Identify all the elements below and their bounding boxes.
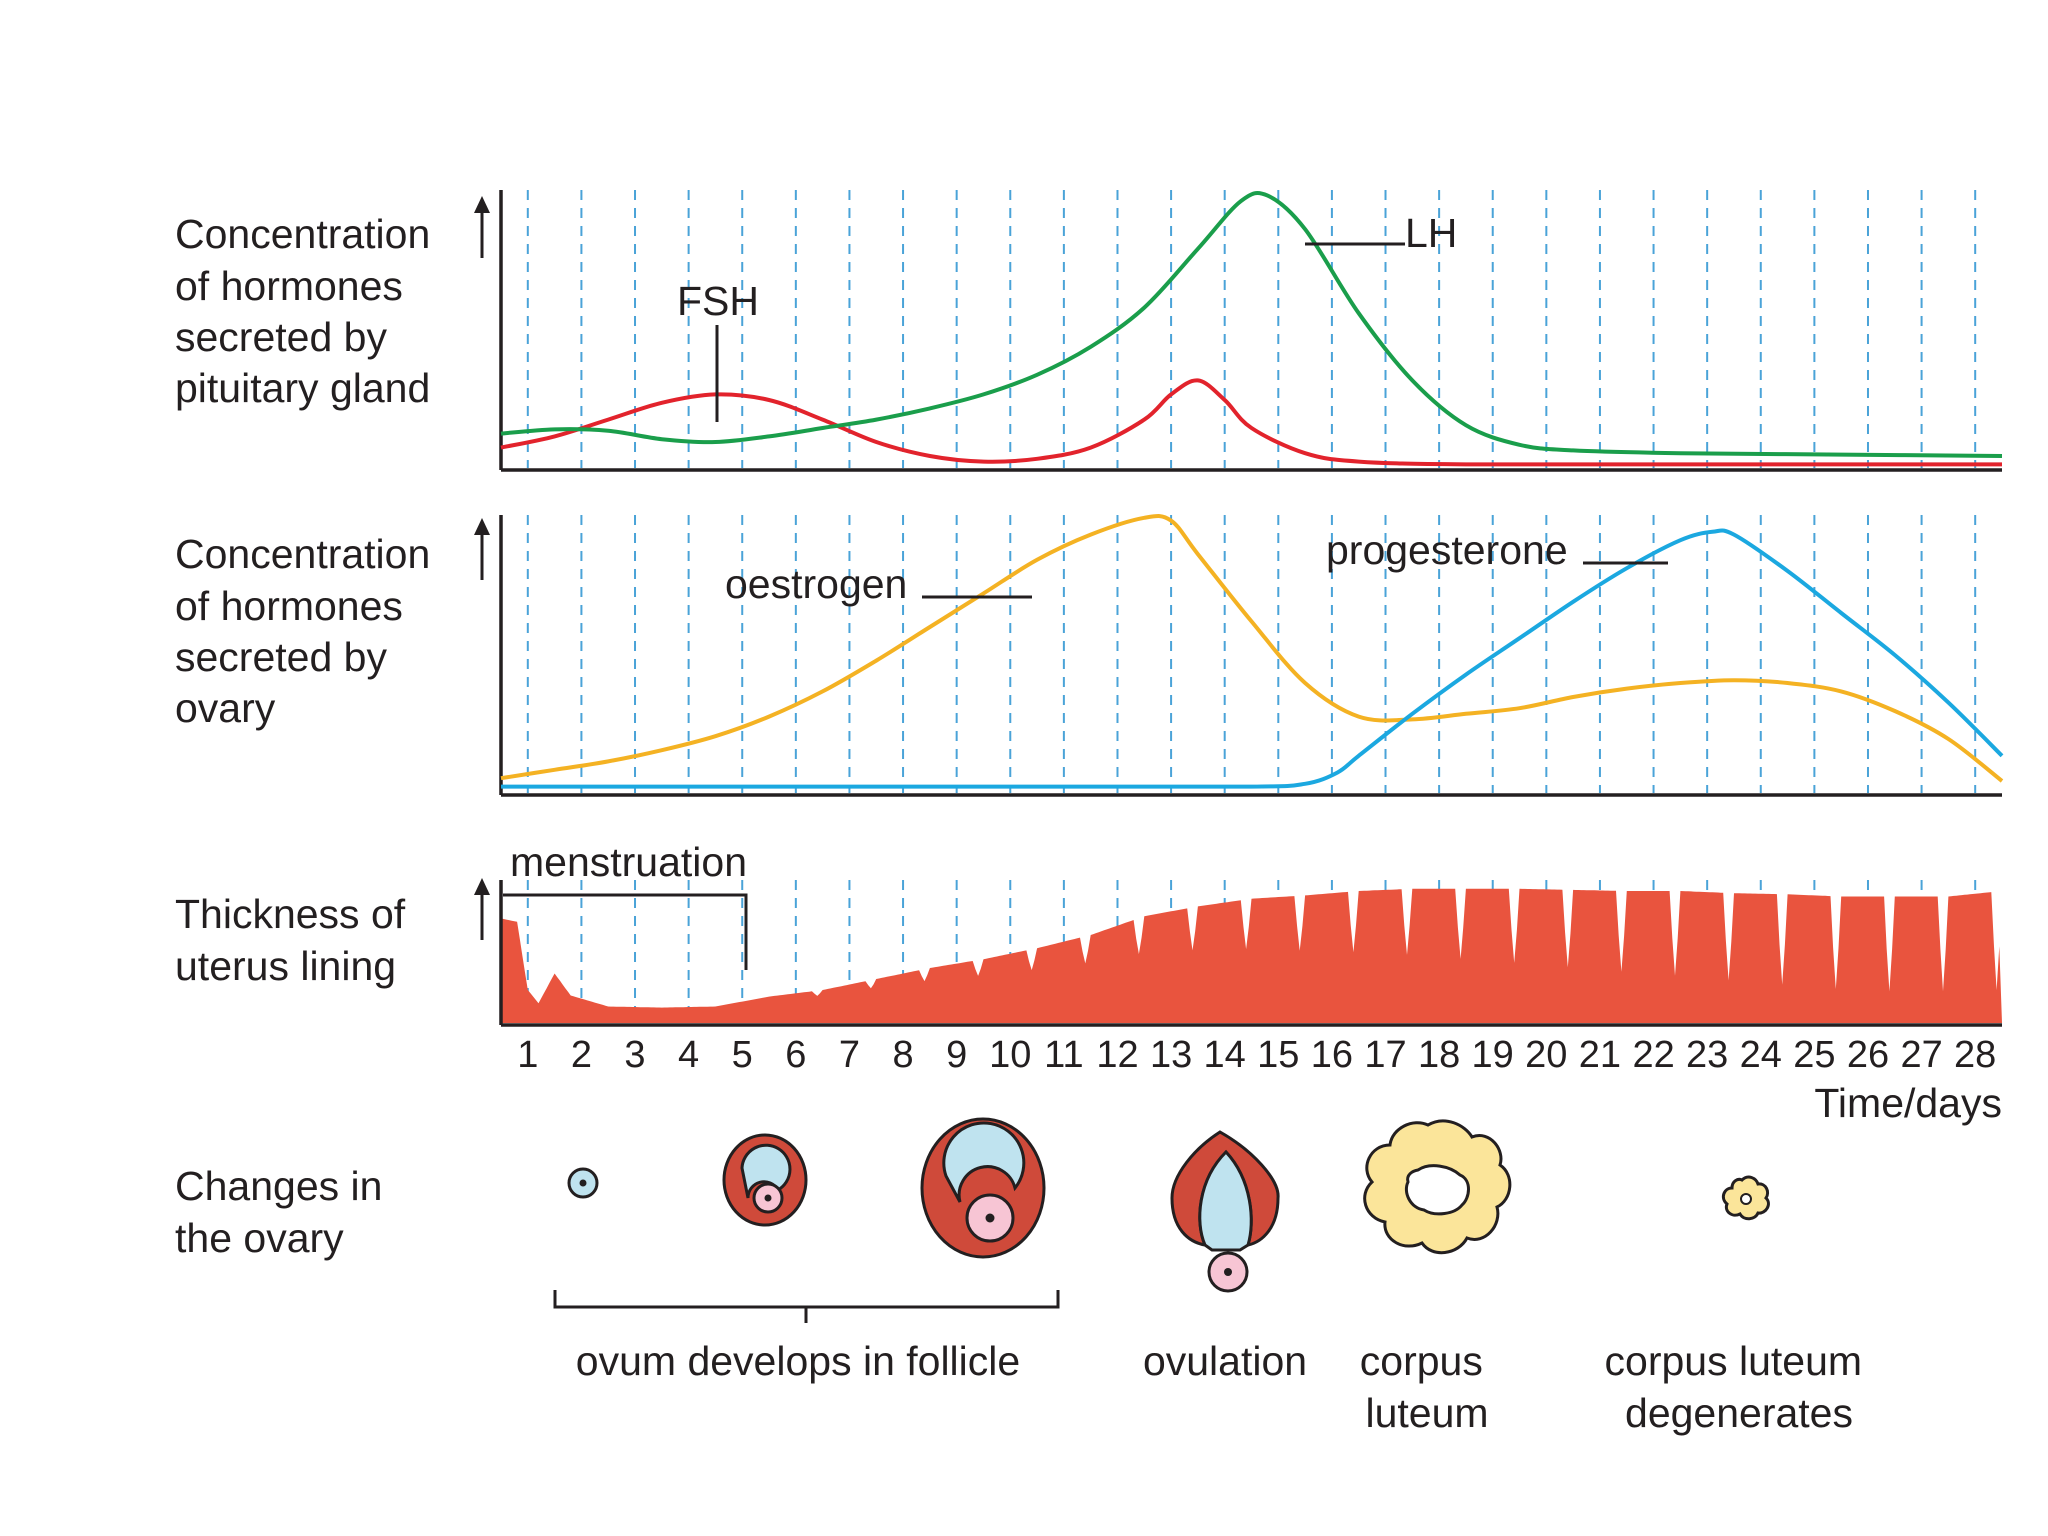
ovary-hormone-label-line: secreted by xyxy=(175,634,387,680)
day-tick-label: 22 xyxy=(1632,1034,1674,1076)
uterus-panel: Thickness of uterus lining menstruation xyxy=(175,839,2002,1027)
day-tick-label: 10 xyxy=(989,1034,1031,1076)
ovum-develops-label: ovum develops in follicle xyxy=(576,1338,1020,1384)
up-arrow-icon xyxy=(474,878,490,940)
day-tick-label: 1 xyxy=(517,1034,538,1076)
ovary-hormone-label-line: ovary xyxy=(175,685,276,731)
corpus-luteum-icon xyxy=(1363,1119,1512,1254)
day-tick-label: 21 xyxy=(1579,1034,1621,1076)
degenerates-label-line: corpus luteum xyxy=(1605,1338,1863,1384)
degenerates-label-line: degenerates xyxy=(1625,1390,1853,1436)
day-tick-label: 2 xyxy=(571,1034,592,1076)
day-tick-label: 7 xyxy=(839,1034,860,1076)
corpus-luteum-label: corpus luteum xyxy=(1360,1338,1494,1436)
ovary-changes-label: Changes in the ovary xyxy=(175,1163,394,1261)
menstruation-bracket xyxy=(503,893,748,970)
day-tick-label: 4 xyxy=(678,1034,699,1076)
uterus-axes xyxy=(499,880,2002,1027)
follicle-development-bracket xyxy=(553,1290,1060,1309)
ovary-hormone-axes xyxy=(499,515,2002,797)
day-tick-label: 19 xyxy=(1472,1034,1514,1076)
uterus-lining-fill xyxy=(501,888,2002,1023)
degenerates-label: corpus luteum degenerates xyxy=(1605,1338,1874,1436)
day-tick-label: 25 xyxy=(1793,1034,1835,1076)
ovary-hormone-label-line: of hormones xyxy=(175,583,403,629)
pituitary-label-line: secreted by xyxy=(175,314,387,360)
uterus-label: Thickness of uterus lining xyxy=(175,891,417,989)
day-tick-label: 13 xyxy=(1150,1034,1192,1076)
up-arrow-icon xyxy=(474,196,490,258)
progesterone-label: progesterone xyxy=(1326,527,1568,573)
ovary-changes-label-line: the ovary xyxy=(175,1215,344,1261)
day-tick-label: 6 xyxy=(785,1034,806,1076)
ovary-hormone-panel: Concentration of hormones secreted by ov… xyxy=(175,514,2004,797)
lh-label: LH xyxy=(1405,210,1457,256)
day-tick-label: 8 xyxy=(893,1034,914,1076)
progesterone-curve xyxy=(501,528,2004,789)
day-tick-label: 12 xyxy=(1096,1034,1138,1076)
pituitary-panel: Concentration of hormones secreted by pi… xyxy=(175,190,2003,472)
day-tick-label: 20 xyxy=(1525,1034,1567,1076)
up-arrow-icon xyxy=(474,518,490,580)
pituitary-axes xyxy=(499,190,2002,472)
ovary-hormone-label-line: Concentration xyxy=(175,531,430,577)
corpus-luteum-label-line: corpus xyxy=(1360,1338,1483,1384)
day-tick-label: 14 xyxy=(1204,1034,1246,1076)
day-tick-label: 18 xyxy=(1418,1034,1460,1076)
mature-follicle-icon xyxy=(920,1117,1046,1259)
day-tick-label: 24 xyxy=(1740,1034,1782,1076)
ovary-hormone-label: Concentration of hormones secreted by ov… xyxy=(175,531,442,731)
fsh-curve xyxy=(500,378,2003,467)
uterus-label-line: Thickness of xyxy=(175,891,406,937)
fsh-label: FSH xyxy=(677,278,759,324)
day-tick-label: 5 xyxy=(732,1034,753,1076)
day-tick-label: 3 xyxy=(624,1034,645,1076)
ovulation-label: ovulation xyxy=(1143,1338,1307,1384)
ovary-changes-section: Changes in the ovary xyxy=(175,1117,1874,1436)
corpus-luteum-label-line: luteum xyxy=(1365,1390,1488,1436)
ruptured-follicle-icon xyxy=(1170,1130,1280,1293)
day-tick-label: 28 xyxy=(1954,1034,1996,1076)
oestrogen-label: oestrogen xyxy=(725,561,907,607)
day-tick-label: 27 xyxy=(1900,1034,1942,1076)
ovary-changes-label-line: Changes in xyxy=(175,1163,382,1209)
pituitary-label-line: Concentration xyxy=(175,211,430,257)
day-tick-label: 15 xyxy=(1257,1034,1299,1076)
pituitary-label-line: pituitary gland xyxy=(175,365,430,411)
pituitary-label-line: of hormones xyxy=(175,263,403,309)
uterus-label-line: uterus lining xyxy=(175,943,396,989)
primary-follicle-icon xyxy=(567,1167,599,1199)
day-tick-label: 11 xyxy=(1044,1034,1083,1076)
menstruation-label: menstruation xyxy=(510,839,747,885)
day-tick-labels: 1 2 3 4 5 6 7 8 9 10 11 12 13 14 15 16 17 18 19 20 21 22 23 24 2… xyxy=(517,1034,1996,1076)
oestrogen-curve xyxy=(500,514,2004,783)
day-tick-label: 16 xyxy=(1311,1034,1353,1076)
day-tick-label: 26 xyxy=(1847,1034,1889,1076)
lh-curve xyxy=(500,190,2003,458)
time-axis-label: Time/days xyxy=(1814,1080,2002,1126)
developing-follicle-icon xyxy=(722,1133,808,1227)
day-tick-label: 17 xyxy=(1364,1034,1406,1076)
day-tick-label: 9 xyxy=(946,1034,967,1076)
pituitary-label: Concentration of hormones secreted by pi… xyxy=(175,211,442,411)
degenerating-corpus-luteum-icon xyxy=(1721,1175,1770,1221)
uterus-lining-shape xyxy=(501,888,2002,1023)
day-tick-label: 23 xyxy=(1686,1034,1728,1076)
